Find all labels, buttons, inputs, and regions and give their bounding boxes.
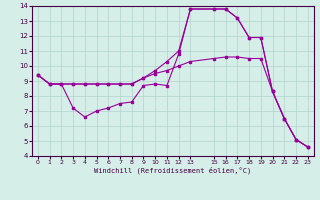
X-axis label: Windchill (Refroidissement éolien,°C): Windchill (Refroidissement éolien,°C) [94, 167, 252, 174]
